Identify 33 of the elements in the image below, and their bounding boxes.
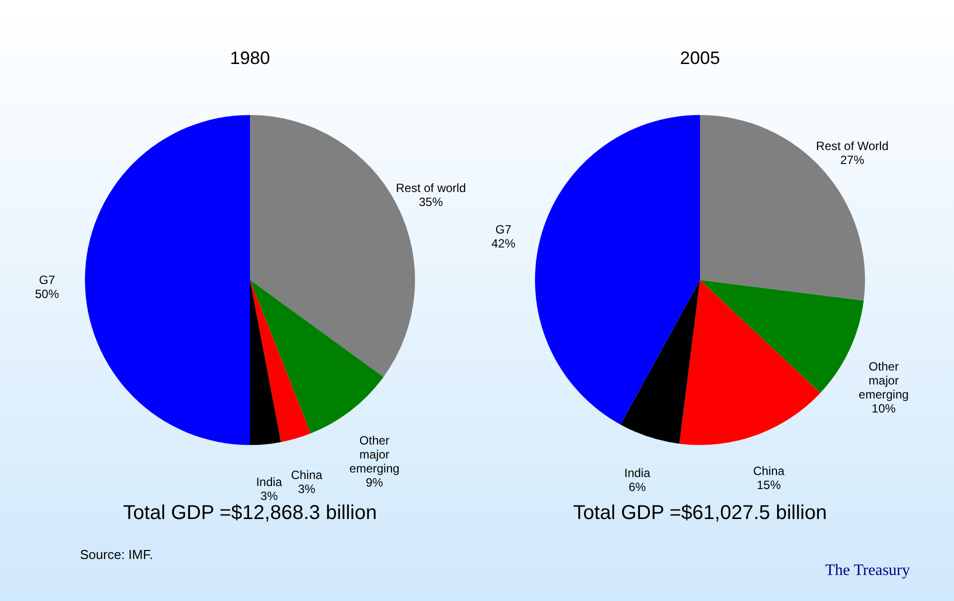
slice-label: China (753, 464, 785, 478)
slice-label: India (256, 475, 282, 490)
source-note: Source: IMF. (80, 547, 153, 562)
chart-title: 1980 (230, 48, 270, 68)
pie-slice (250, 280, 281, 445)
data-label: 27% (840, 152, 865, 167)
slice-label: India (624, 466, 651, 480)
slice-label: Other major emerging (349, 433, 400, 476)
data-label: 15% (756, 478, 782, 492)
data-label: 50% (34, 287, 60, 301)
data-label: 10% (872, 401, 896, 416)
slice-label: Rest of World (816, 138, 889, 153)
data-label: 3% (298, 482, 316, 496)
text: The Treasury (825, 562, 910, 579)
slice-label: China (290, 468, 323, 482)
slice-label: Rest of world (396, 180, 466, 195)
pie-slice (679, 280, 820, 445)
pie-slice (620, 280, 700, 444)
slice-label: G7 (495, 222, 512, 237)
pie-slice (85, 115, 250, 445)
chart-title: 2005 (680, 48, 720, 68)
data-label: 35% (418, 194, 444, 209)
data-label: 9% (366, 475, 384, 490)
data-label: 42% (491, 236, 516, 251)
pie-slice (250, 280, 384, 434)
text: Total GDP =$12,868.3 billion (123, 502, 377, 524)
slice-label: Other major emerging (858, 359, 909, 402)
data-label: 3% (260, 489, 278, 504)
data-label: 6% (628, 480, 646, 494)
text: Total GDP =$61,027.5 billion (573, 502, 827, 524)
slice-label: G7 (38, 273, 56, 287)
pie-slice (250, 280, 311, 442)
pie-slice (535, 115, 700, 425)
